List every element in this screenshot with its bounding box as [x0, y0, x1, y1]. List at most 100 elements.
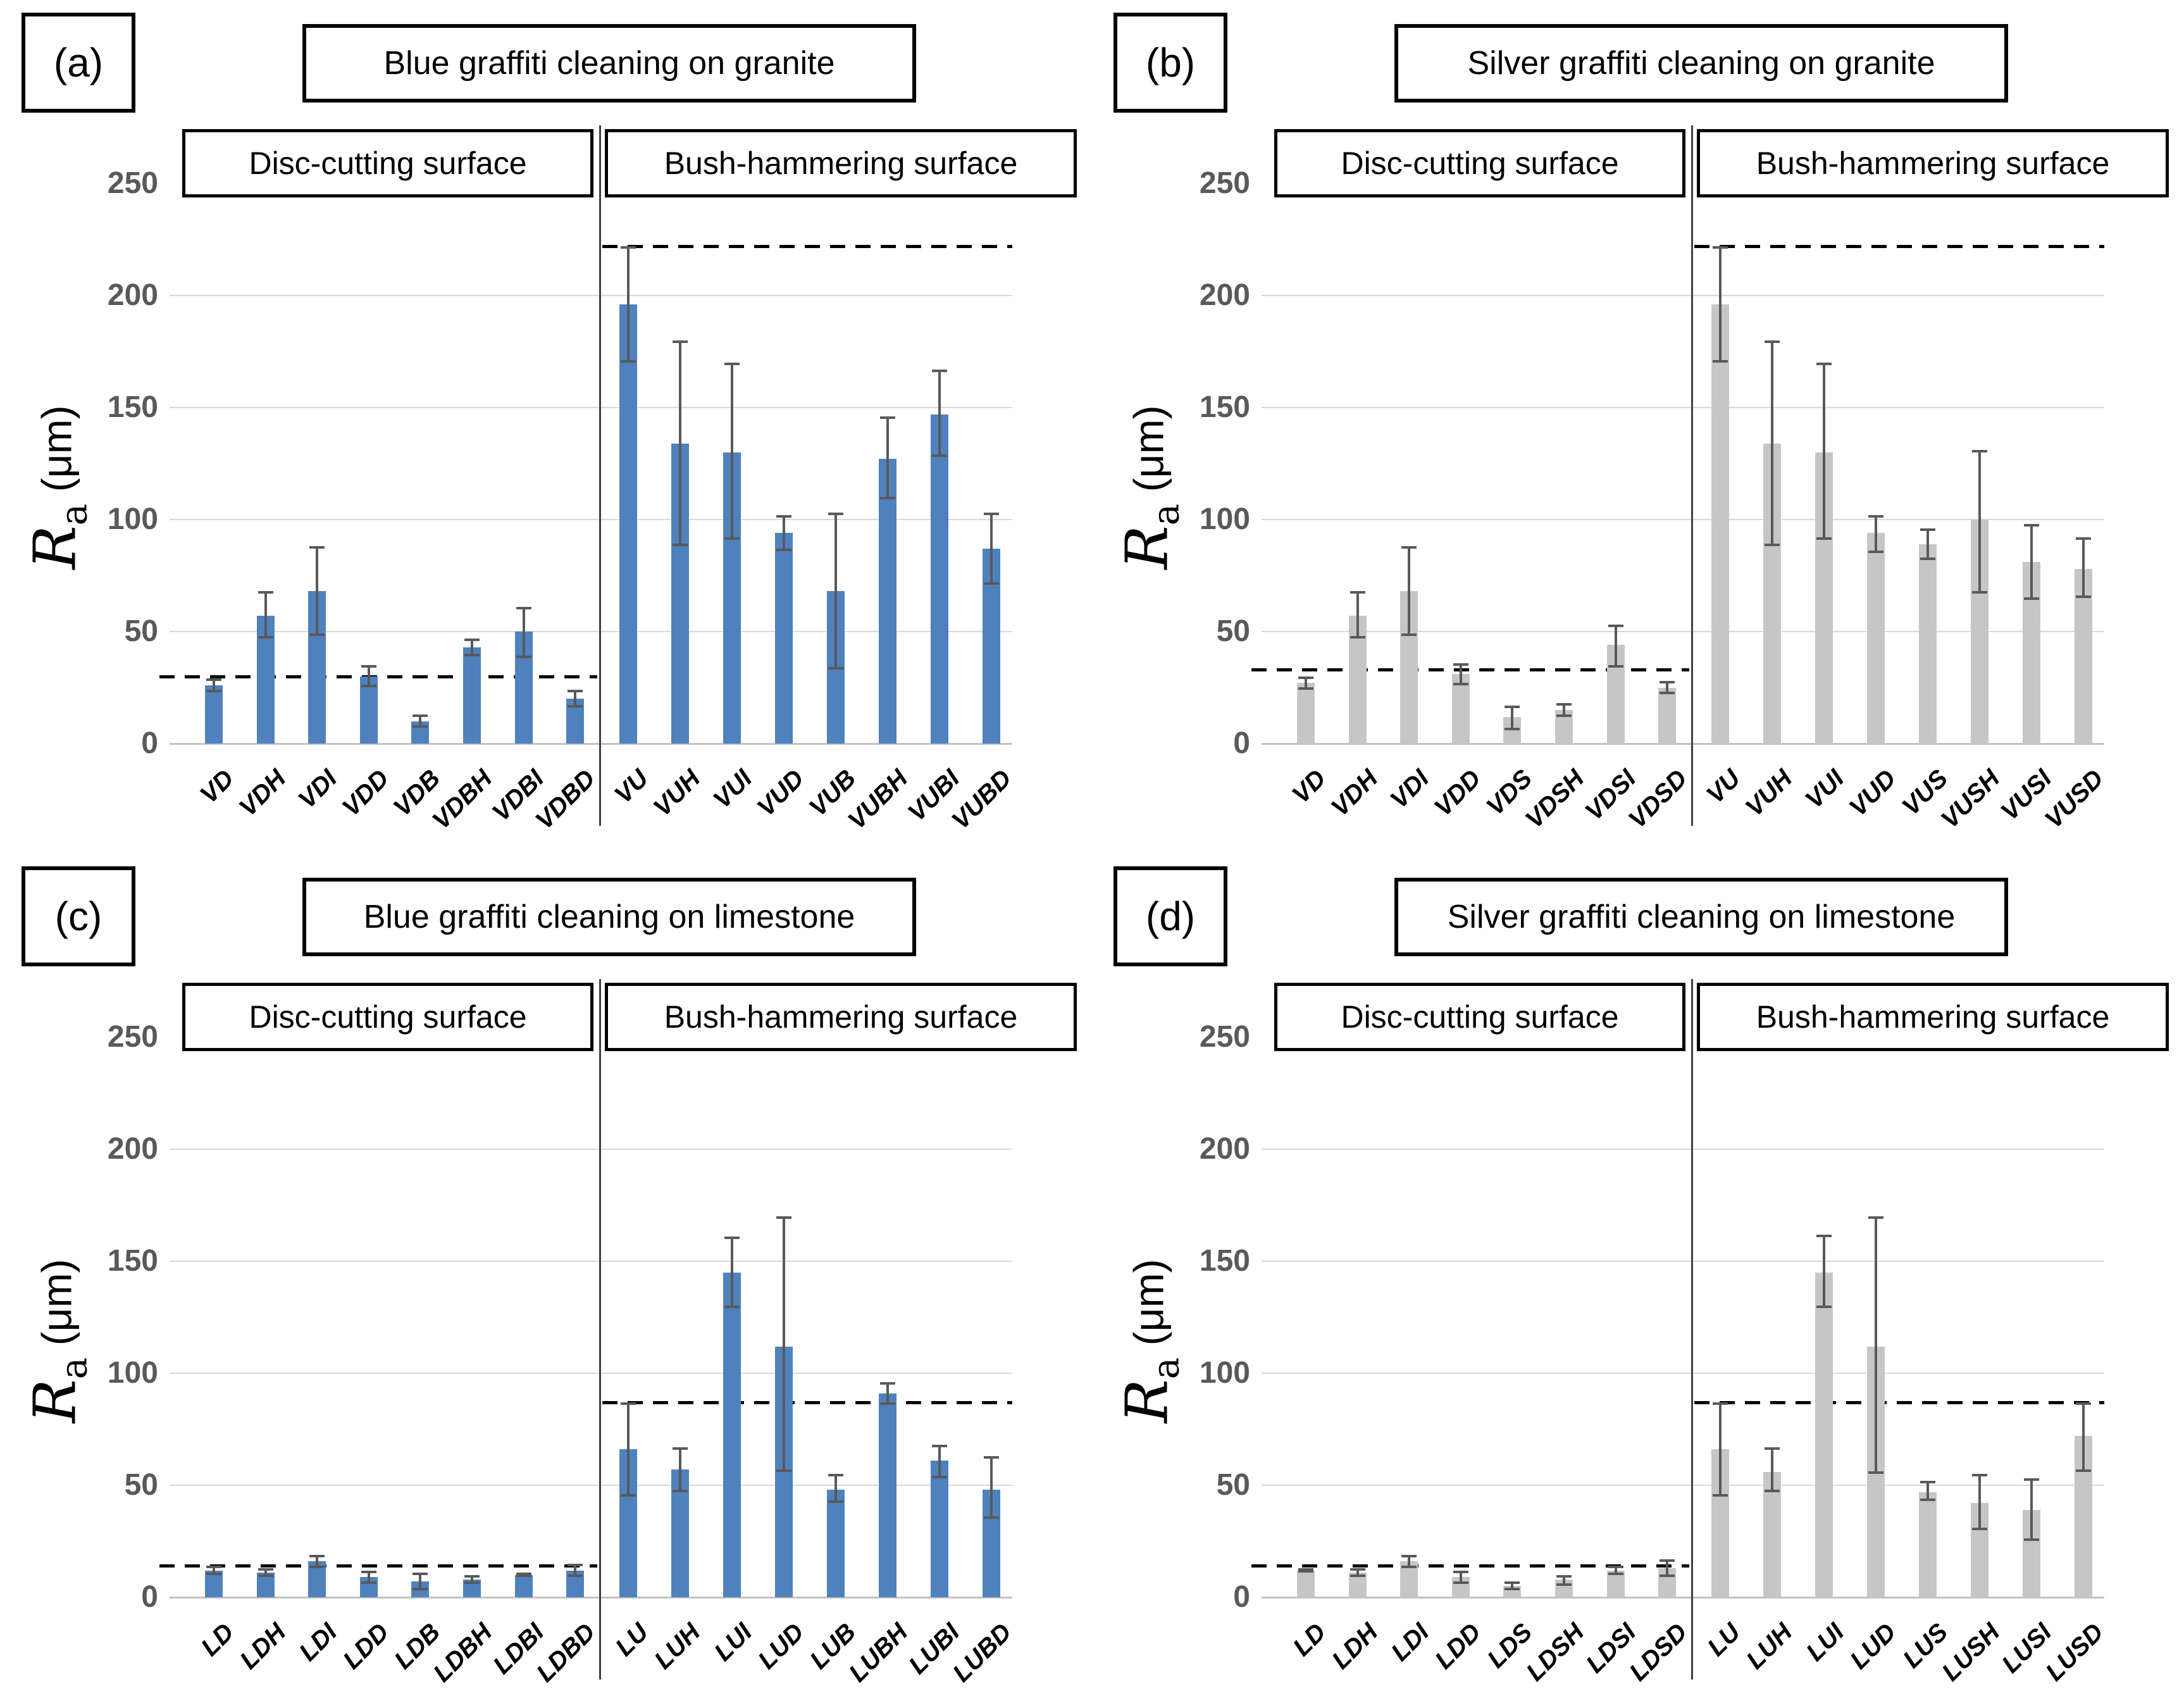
- error-bar-cap-top: [1816, 363, 1832, 366]
- error-bar-stem: [2030, 1478, 2033, 1542]
- error-bar-LD: [206, 1566, 221, 1575]
- y-tick-label-100: 100: [107, 502, 158, 536]
- reference-dashed-line: [602, 245, 1012, 249]
- section-label-disc-cutting: Disc-cutting surface: [1274, 983, 1685, 1051]
- error-bar-LUSD: [2076, 1402, 2091, 1472]
- error-bar-stem: [990, 1456, 993, 1519]
- y-tick-label-50: 50: [1216, 614, 1250, 648]
- error-bar-cap-top: [1816, 1234, 1832, 1237]
- panel-letter-box: (a): [22, 13, 135, 113]
- error-bar-VDD: [1453, 663, 1468, 685]
- error-bar-cap-top: [568, 690, 583, 693]
- error-bar-VDH: [257, 591, 273, 639]
- y-tick-label-250: 250: [107, 166, 158, 200]
- error-bar-cap-top: [673, 1447, 688, 1450]
- bar-LUI: [723, 1272, 741, 1597]
- bar-VD: [205, 685, 223, 744]
- error-bar-VUH: [1765, 340, 1780, 547]
- error-bar-cap-top: [1453, 1570, 1468, 1573]
- error-bar-VDB: [413, 714, 428, 728]
- y-tick-label-0: 0: [1233, 1580, 1250, 1614]
- error-bar-LDH: [1349, 1568, 1365, 1578]
- error-bar-cap-bottom: [724, 1306, 740, 1309]
- error-bar-VUI: [1816, 363, 1832, 540]
- x-axis-label-LUH: LUH: [1741, 1618, 1798, 1675]
- panel-title-box: Blue graffiti cleaning on limestone: [302, 878, 916, 956]
- error-bar-VDSI: [1608, 625, 1623, 668]
- panel-letter: (a): [53, 40, 104, 85]
- error-bar-stem: [679, 1447, 681, 1492]
- bar-VUS: [1919, 544, 1937, 744]
- error-bar-LDSI: [1608, 1566, 1623, 1575]
- bar-LDBI: [514, 1574, 533, 1597]
- error-bar-cap-bottom: [1556, 1583, 1572, 1586]
- error-bar-cap-bottom: [1401, 1565, 1417, 1568]
- error-bar-cap-top: [1920, 1480, 1935, 1483]
- error-bar-VDI: [309, 546, 325, 637]
- error-bar-LUBH: [880, 1382, 895, 1405]
- error-bar-cap-top: [1868, 514, 1883, 518]
- error-bar-stem: [1459, 663, 1462, 685]
- panel-letter: (b): [1145, 40, 1196, 85]
- error-bar-stem: [213, 1566, 215, 1575]
- error-bar-cap-bottom: [413, 725, 428, 728]
- panel-letter: (d): [1145, 894, 1196, 939]
- plot-area: 0 50 100 150 200 250 VD VDH VDI VDD VDS VDSH VDSI VDS…: [1092, 0, 2184, 854]
- error-bar-cap-bottom: [1920, 557, 1935, 560]
- panel-d: 0 50 100 150 200 250 LD LDH LDI LDD LDS LDSH LDSI LDS…: [1092, 854, 2184, 1708]
- error-bar-cap-top: [880, 1382, 895, 1385]
- error-bar-stem: [1719, 246, 1722, 363]
- error-bar-cap-bottom: [309, 1565, 325, 1568]
- y-tick-label-50: 50: [1216, 1468, 1250, 1502]
- gridline-50: [1262, 631, 2104, 632]
- error-bar-cap-bottom: [309, 633, 325, 637]
- error-bar-stem: [938, 1445, 941, 1479]
- section-divider-line: [1691, 125, 1693, 826]
- error-bar-cap-bottom: [1660, 692, 1675, 695]
- error-bar-cap-top: [1349, 1568, 1365, 1571]
- error-bar-VUD: [1868, 514, 1883, 554]
- error-bar-VD: [1298, 676, 1313, 690]
- error-bar-VDI: [1401, 546, 1417, 637]
- section-label-bush-hammering: Bush-hammering surface: [605, 129, 1077, 197]
- plot-area: 0 50 100 150 200 250 LD LDH LDI LDD LDS LDSH LDSI LDS…: [1092, 854, 2184, 1708]
- y-tick-label-0: 0: [1233, 726, 1250, 760]
- error-bar-cap-bottom: [206, 1572, 221, 1575]
- error-bar-stem: [367, 1570, 370, 1584]
- section-label-bush-hammering: Bush-hammering surface: [1697, 129, 2169, 197]
- error-bar-LD: [1298, 1568, 1313, 1573]
- error-bar-cap-top: [621, 246, 636, 249]
- gridline-200: [170, 295, 1012, 296]
- error-bar-stem: [471, 1574, 473, 1584]
- gridline-50: [170, 631, 1012, 632]
- error-bar-VUSD: [2076, 537, 2091, 598]
- y-axis-title: Ra (μm): [22, 1259, 96, 1423]
- error-bar-cap-bottom: [1453, 682, 1468, 685]
- error-bar-stem: [1771, 1447, 1773, 1492]
- error-bar-cap-top: [361, 1570, 376, 1573]
- x-axis-label-VDH: VDH: [1325, 764, 1383, 822]
- x-axis-label-LDI: LDI: [294, 1618, 343, 1667]
- error-bar-cap-top: [1868, 1216, 1883, 1219]
- error-bar-cap-bottom: [1816, 537, 1832, 540]
- error-bar-cap-top: [206, 1566, 221, 1569]
- bar-LUB: [827, 1490, 845, 1597]
- error-bar-cap-top: [1765, 1447, 1780, 1450]
- panel-title: Silver graffiti cleaning on limestone: [1447, 899, 1956, 935]
- error-bar-cap-bottom: [1556, 714, 1572, 717]
- error-bar-cap-top: [516, 1573, 531, 1576]
- error-bar-VUS: [1920, 528, 1935, 560]
- error-bar-cap-top: [1298, 1568, 1313, 1571]
- error-bar-cap-bottom: [1349, 1574, 1365, 1578]
- section-label-disc-cutting: Disc-cutting surface: [182, 983, 593, 1051]
- x-axis-label-LUSD: LUSD: [2040, 1618, 2109, 1686]
- error-bar-stem: [1719, 1402, 1722, 1497]
- error-bar-stem: [1927, 1480, 1929, 1501]
- panel-letter-box: (c): [22, 866, 135, 966]
- y-axis-unit: (μm): [33, 405, 80, 504]
- y-axis-title: Ra (μm): [1114, 1259, 1188, 1423]
- error-bar-stem: [419, 1573, 422, 1591]
- error-bar-LDI: [1401, 1554, 1417, 1568]
- bar-LUI: [1815, 1272, 1833, 1597]
- y-tick-label-150: 150: [1199, 390, 1250, 424]
